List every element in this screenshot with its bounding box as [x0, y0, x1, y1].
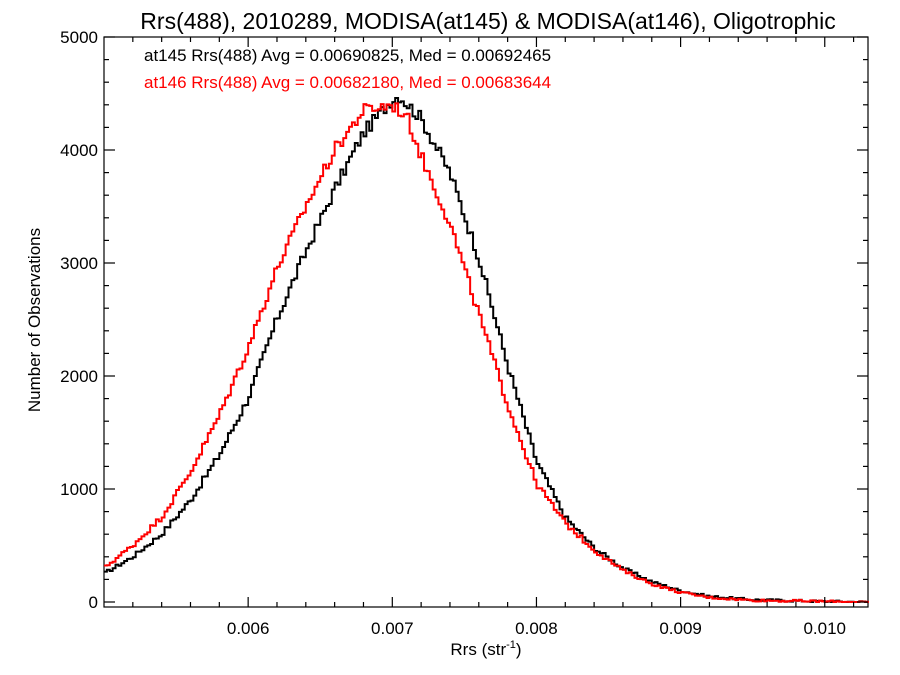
y-axis: 0 1000 2000 3000 4000 5000: [60, 28, 868, 612]
x-tick-label: 0.008: [515, 619, 558, 638]
series-line-1: [104, 96, 868, 603]
plot-frame: [103, 36, 869, 608]
y-tick-label: 5000: [60, 28, 98, 47]
x-tick-label: 0.006: [227, 619, 270, 638]
y-tick-label: 3000: [60, 254, 98, 273]
chart-title: Rrs(488), 2010289, MODISA(at145) & MODIS…: [140, 8, 835, 34]
x-axis-title-main: Rrs (str: [450, 640, 506, 659]
series-layer: [104, 96, 869, 603]
x-axis: 0.006 0.007 0.008 0.009 0.010: [132, 37, 855, 638]
legend-annotations: at145 Rrs(488) Avg = 0.00690825, Med = 0…: [144, 46, 551, 92]
x-tick-label: 0.010: [803, 619, 846, 638]
y-tick-label: 1000: [60, 480, 98, 499]
annotation-2: at146 Rrs(488) Avg = 0.00682180, Med = 0…: [144, 73, 551, 92]
y-tick-label: 4000: [60, 141, 98, 160]
x-tick-label: 0.007: [371, 619, 414, 638]
x-axis-title: Rrs (str-1): [450, 639, 521, 659]
x-axis-title-superscript: -1: [506, 639, 516, 651]
series-line-2: [104, 102, 869, 603]
x-tick-label: 0.009: [659, 619, 702, 638]
y-tick-label: 2000: [60, 367, 98, 386]
y-axis-title: Number of Observations: [25, 228, 44, 412]
x-axis-title-suffix: ): [516, 640, 522, 659]
annotation-1: at145 Rrs(488) Avg = 0.00690825, Med = 0…: [144, 46, 551, 65]
y-tick-label: 0: [89, 593, 98, 612]
